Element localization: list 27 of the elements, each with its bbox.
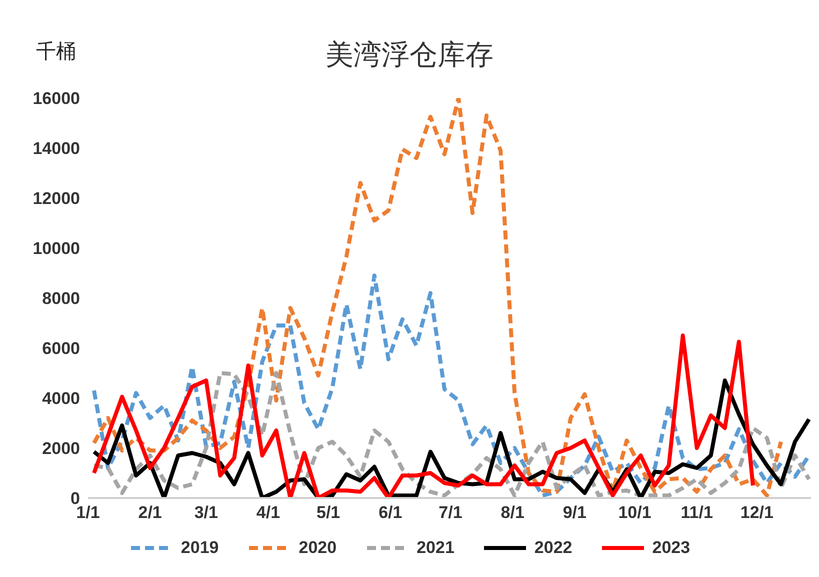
x-tick-label: 8/1 (500, 503, 524, 522)
y-tick-label: 16000 (32, 89, 80, 108)
y-axis-title: 千桶 (36, 38, 76, 65)
x-tick-label: 10/1 (618, 503, 652, 522)
x-tick-label: 2/1 (138, 503, 162, 522)
chart-title: 美湾浮仓库存 (326, 38, 494, 71)
legend-label: 2020 (298, 538, 337, 558)
y-tick-label: 14000 (32, 139, 80, 158)
x-tick-label: 9/1 (562, 503, 586, 522)
x-tick-label: 12/1 (740, 503, 774, 522)
x-tick-label: 6/1 (378, 503, 402, 522)
x-tick-label: 5/1 (316, 503, 340, 522)
x-tick-label: 11/1 (680, 503, 713, 522)
x-tick-label: 7/1 (438, 503, 462, 522)
x-tick-label: 4/1 (256, 503, 280, 522)
y-tick-label: 6000 (42, 339, 80, 358)
y-tick-label: 12000 (32, 189, 80, 208)
legend-label: 2021 (416, 538, 454, 558)
legend-label: 2023 (652, 538, 690, 558)
x-tick-label: 3/1 (194, 503, 218, 522)
y-tick-label: 10000 (32, 239, 80, 258)
legend-label: 2019 (180, 538, 219, 558)
legend-label: 2022 (534, 538, 572, 558)
y-tick-label: 8000 (42, 289, 80, 308)
y-tick-label: 4000 (42, 389, 80, 408)
y-tick-label: 2000 (42, 439, 80, 458)
x-tick-label: 1/1 (76, 503, 100, 522)
